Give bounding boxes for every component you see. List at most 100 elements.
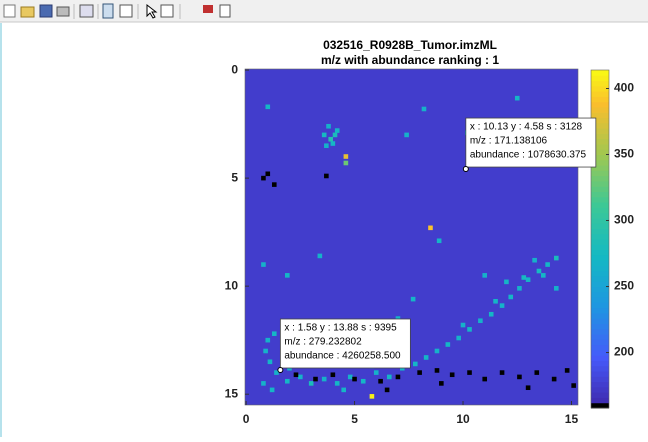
- missing-pixel: [434, 368, 440, 373]
- missing-pixel: [271, 182, 277, 187]
- pixel: [536, 268, 542, 274]
- pixel: [267, 359, 273, 365]
- colorbar-swatch: [591, 165, 609, 171]
- missing-pixel: [395, 374, 401, 380]
- colorbar-swatch: [591, 318, 609, 324]
- pixel: [554, 286, 559, 291]
- colorbar-swatch: [591, 270, 609, 277]
- colorbar-swatch: [591, 170, 609, 177]
- colorbar-swatch: [591, 117, 609, 124]
- colorbar-swatch: [591, 249, 609, 256]
- colorbar-swatch: [591, 260, 609, 266]
- colorbar-swatch: [591, 291, 609, 298]
- pixel: [347, 374, 353, 380]
- pixel: [373, 370, 379, 375]
- colorbar-swatch: [591, 196, 609, 203]
- datatip-text: x : 1.58 y : 13.88 s : 9395: [284, 323, 397, 334]
- datatip-text: m/z : 171.138106: [470, 136, 548, 147]
- missing-pixel: [293, 372, 299, 378]
- colorbar-swatch: [591, 122, 609, 129]
- missing-pixel: [330, 372, 336, 378]
- missing-pixel: [449, 372, 455, 378]
- colorbar-swatch: [591, 286, 609, 293]
- pixel: [532, 257, 537, 263]
- colorbar-swatch: [591, 101, 609, 108]
- missing-pixel: [571, 383, 576, 388]
- missing-pixel: [551, 376, 557, 382]
- colorbar-swatch: [591, 186, 609, 192]
- missing-pixel: [482, 376, 488, 382]
- missing-pixel: [534, 370, 540, 375]
- x-tick-label: 5: [351, 412, 358, 426]
- pixel: [321, 132, 327, 138]
- pixel: [540, 273, 546, 278]
- x-tick-label: 15: [565, 412, 579, 426]
- x-tick-label: 0: [243, 412, 250, 426]
- missing-pixel: [265, 171, 271, 177]
- colorbar-swatch: [591, 365, 609, 372]
- colorbar-swatch: [591, 328, 609, 335]
- property-icon[interactable]: [160, 4, 174, 18]
- colorbar-swatch: [591, 85, 609, 92]
- colorbar-swatch: [591, 149, 609, 155]
- pixel: [410, 296, 416, 302]
- colorbar-tick-label: 300: [614, 213, 634, 227]
- pixel: [404, 132, 409, 138]
- print-icon[interactable]: [56, 6, 70, 17]
- datatip-box: [465, 117, 597, 168]
- new-icon[interactable]: [3, 4, 16, 18]
- colorbar-swatch: [591, 323, 609, 330]
- datatip-marker: [277, 366, 284, 373]
- colorbar-swatch: [591, 281, 609, 288]
- missing-pixel: [313, 376, 318, 382]
- pixel: [285, 273, 290, 278]
- colorbar-swatch: [591, 297, 609, 303]
- pixel: [330, 141, 336, 146]
- colorbar-swatch: [591, 70, 609, 76]
- pixel: [395, 316, 401, 321]
- pixel: [343, 160, 349, 166]
- missing-pixel: [499, 370, 505, 375]
- colorbar-swatch: [591, 376, 609, 383]
- pixel: [493, 298, 498, 304]
- pixel: [482, 273, 488, 278]
- colorbar-swatch: [591, 402, 609, 409]
- missing-pixel: [417, 370, 422, 375]
- pixel: [263, 348, 268, 354]
- toolbar: [0, 0, 648, 22]
- datacursor-icon[interactable]: [203, 5, 213, 13]
- colorbar-frame: [590, 69, 610, 409]
- colorbar-swatch: [591, 106, 609, 113]
- colorbar-icon[interactable]: [102, 3, 114, 19]
- brush-icon[interactable]: [219, 4, 231, 18]
- colorbar-swatch: [591, 244, 609, 251]
- datatip-text: m/z : 279.232802: [284, 337, 362, 348]
- colorbar-swatch: [591, 128, 609, 134]
- datatip-text: x : 10.13 y : 4.58 s : 3128: [470, 122, 583, 133]
- open-icon[interactable]: [20, 6, 35, 18]
- link-icon[interactable]: [79, 4, 94, 18]
- save-icon[interactable]: [39, 4, 53, 18]
- colorbar-swatch: [591, 154, 609, 161]
- pixel: [326, 123, 331, 129]
- colorbar-swatch: [591, 96, 609, 103]
- datatip-box: [279, 318, 411, 369]
- pixel: [343, 154, 349, 159]
- y-tick-label: 0: [231, 62, 238, 76]
- colorbar-swatch: [591, 397, 609, 404]
- missing-pixel: [384, 387, 390, 393]
- datatip-text: abundance : 1078630.375: [470, 150, 587, 161]
- colorbar-swatch: [591, 133, 609, 140]
- colorbar-swatch: [591, 265, 609, 272]
- colorbar-swatch: [591, 371, 609, 377]
- pixel: [269, 387, 275, 393]
- legend-icon[interactable]: [119, 4, 133, 18]
- pointer-icon[interactable]: [146, 3, 158, 19]
- colorbar-swatch: [591, 239, 609, 245]
- x-tick-label: 10: [456, 412, 470, 426]
- pixel: [369, 394, 375, 399]
- pixel: [521, 275, 527, 280]
- chart-title: 032516_R0928B_Tumor.imzML: [323, 38, 497, 52]
- missing-pixel: [352, 376, 357, 382]
